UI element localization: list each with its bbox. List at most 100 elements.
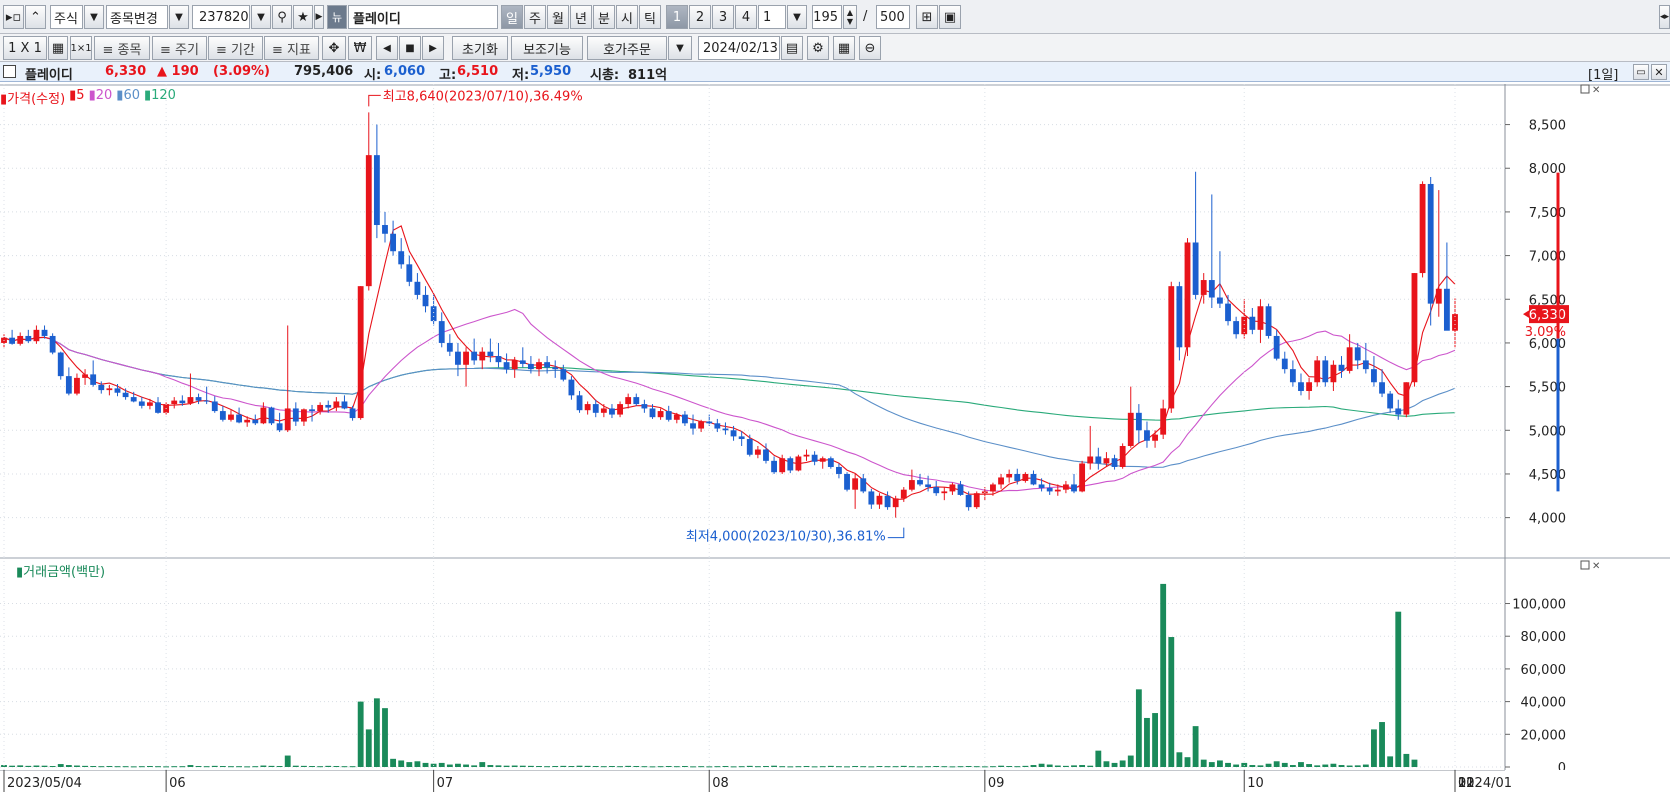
info-low-label: 저: (512, 68, 530, 83)
candle-down (552, 367, 559, 370)
period-tick[interactable]: 틱 (639, 5, 661, 29)
volume-bar (681, 766, 688, 768)
date-input[interactable]: 2024/02/13 (698, 36, 780, 60)
period-year[interactable]: 년 (570, 5, 592, 29)
news-icon[interactable]: 뉴 (327, 5, 347, 29)
volume-chart[interactable]: 100,000 80,000 60,000 40,000 20,000 0 ✕ (0, 557, 1670, 771)
volume-bar (1095, 750, 1102, 767)
candle-up (1006, 473, 1013, 478)
window-icon[interactable]: ▭ (1633, 64, 1649, 80)
candle-down (373, 155, 380, 226)
volume-bar (365, 729, 372, 767)
dropdown-icon[interactable]: ▼ (84, 5, 104, 29)
stock-name-field[interactable]: 플레이디 (348, 5, 498, 29)
period-hour[interactable]: 시 (616, 5, 638, 29)
volume-bar (422, 762, 429, 767)
gear-icon[interactable]: ⚙ (807, 36, 829, 60)
volume-bar (106, 766, 113, 768)
period-month[interactable]: 월 (547, 5, 569, 29)
indicator-button[interactable]: ≡ 지표 (264, 36, 319, 60)
candle-down (1371, 369, 1377, 383)
candle-down (406, 264, 413, 282)
num-4[interactable]: 4 (735, 5, 757, 29)
period-label: [1일] (1588, 68, 1619, 83)
layout-button[interactable]: 1 X 1 (3, 36, 47, 60)
order-button[interactable]: 호가주문 (587, 36, 667, 60)
stop-icon[interactable]: ■ (399, 36, 421, 60)
chart-type-icon[interactable]: ▸▫ (3, 5, 24, 29)
calendar-icon[interactable]: ▤ (781, 36, 803, 60)
volume-bar (1144, 717, 1150, 767)
low-arrow (887, 527, 905, 539)
crosshair-icon[interactable]: ✥ (322, 36, 346, 60)
period-week[interactable]: 주 (524, 5, 546, 29)
dropdown-icon[interactable]: ▼ (787, 5, 807, 29)
grid-icon[interactable]: ▦ (48, 36, 68, 60)
expand-icon[interactable]: ◂▸ (1659, 5, 1670, 29)
price-chart[interactable]: 8,5008,0007,5007,0006,5006,0005,5005,000… (0, 84, 1670, 558)
candle-down (1071, 484, 1077, 492)
volume-bar (1346, 765, 1353, 767)
candle-up (617, 404, 623, 415)
change-stock-button[interactable]: 종목변경 (106, 5, 168, 29)
play-icon[interactable]: ▶ (422, 36, 444, 60)
aux-button[interactable]: 보조기능 (511, 36, 583, 60)
price-tick-label: 8,000 (1529, 162, 1566, 177)
volume-bar (1411, 759, 1418, 767)
num-1[interactable]: 1 (666, 5, 688, 29)
candle-down (827, 458, 834, 467)
prev-icon[interactable]: ◀ (376, 36, 398, 60)
calculator-icon[interactable]: ▦ (833, 36, 855, 60)
candle-up (1022, 473, 1029, 481)
volume-bar (536, 766, 542, 768)
star-icon[interactable]: ★ (293, 5, 313, 29)
dropdown-icon[interactable]: ▼ (169, 5, 189, 29)
candle-down (1038, 484, 1045, 488)
close-icon[interactable]: ✕ (1651, 64, 1667, 80)
market-select[interactable]: 주식 (50, 5, 83, 29)
dropdown-icon[interactable]: ▼ (668, 36, 692, 60)
volume-bar (1362, 764, 1369, 767)
range-button[interactable]: ≡ 기간 (208, 36, 263, 60)
stock-button[interactable]: ≡ 종목 (94, 36, 150, 60)
count-input[interactable]: 195 (812, 5, 842, 29)
num-input[interactable]: 1 (758, 5, 786, 29)
candle-up (1054, 489, 1061, 492)
won-button[interactable]: ₩ (348, 36, 372, 60)
volume-bar (908, 766, 915, 768)
total-input[interactable]: 500 (876, 5, 910, 29)
dropdown-icon[interactable]: ▼ (251, 5, 271, 29)
volume-bar (236, 766, 242, 768)
search-icon[interactable]: ⚲ (272, 5, 292, 29)
code-input[interactable]: 237820 (192, 5, 250, 29)
candle-down (495, 356, 502, 363)
info-low: 5,950 (530, 64, 572, 79)
cycle-button[interactable]: ≡ 주기 (152, 36, 207, 60)
candle-down (860, 478, 867, 492)
info-price: 6,330 (105, 64, 147, 79)
num-2[interactable]: 2 (689, 5, 711, 29)
period-day[interactable]: 일 (501, 5, 523, 29)
spin-icon[interactable]: ▲ ▼ (843, 5, 857, 29)
single-layout-icon[interactable]: 1×1 (70, 36, 92, 60)
volume-bar (203, 766, 210, 768)
up-arrow-icon[interactable]: ⌃ (25, 5, 46, 29)
volume-bar (787, 766, 794, 768)
reset-button[interactable]: 초기화 (452, 36, 508, 60)
volume-bar (406, 762, 413, 767)
x-tick-label: 10 (1247, 776, 1264, 791)
num-3[interactable]: 3 (712, 5, 734, 29)
select-checkbox[interactable] (3, 65, 16, 78)
period-minute[interactable]: 분 (593, 5, 615, 29)
candle-up (941, 491, 948, 494)
next-icon[interactable]: ▶ (314, 5, 324, 29)
candle-up (900, 489, 907, 499)
volume-bar (941, 766, 948, 768)
volume-bar (617, 766, 623, 768)
add-window-icon[interactable]: ⊞ (916, 5, 938, 29)
export-icon[interactable]: ⊖ (859, 36, 881, 60)
volume-bar (779, 766, 786, 768)
volume-bar (1014, 766, 1021, 768)
candle-down (252, 419, 259, 424)
save-icon[interactable]: ▣ (939, 5, 961, 29)
